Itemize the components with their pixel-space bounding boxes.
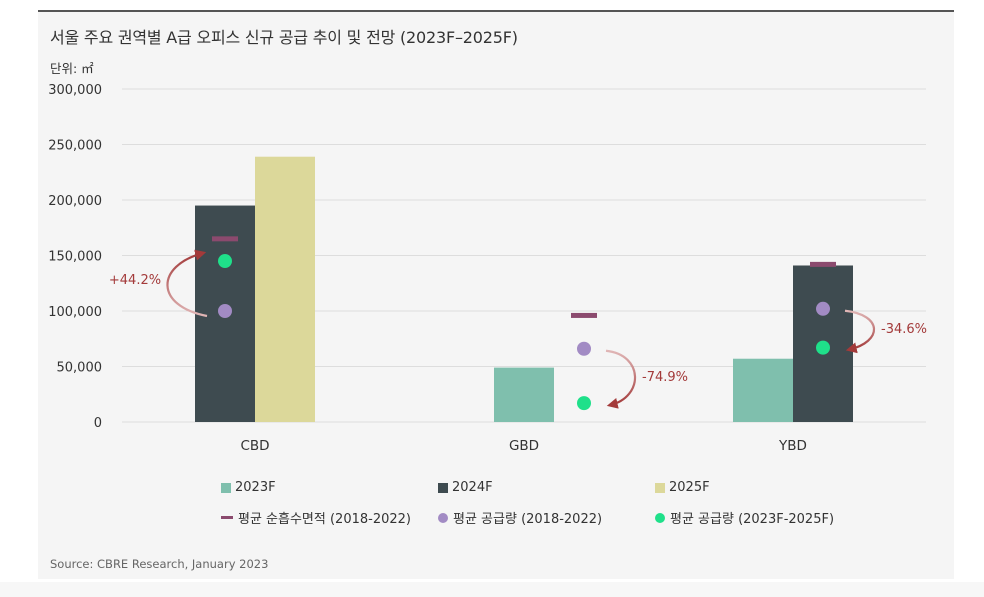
avg-supply-hist-dot	[218, 304, 232, 318]
y-tick-label: 150,000	[48, 250, 102, 265]
legend-swatch	[655, 512, 665, 523]
legend-label: 평균 공급량 (2018-2022)	[453, 512, 603, 527]
chart-title: 서울 주요 권역별 A급 오피스 신규 공급 추이 및 전망 (2023F–20…	[50, 28, 518, 47]
y-tick-label: 300,000	[48, 83, 102, 98]
source-note: Source: CBRE Research, January 2023	[50, 557, 269, 571]
legend-label: 평균 순흡수면적 (2018-2022)	[238, 512, 411, 527]
y-tick-label: 100,000	[48, 305, 102, 320]
y-tick-label: 200,000	[48, 194, 102, 209]
change-arrow	[844, 309, 876, 354]
bar-2023f-ybd	[733, 358, 793, 422]
avg-supply-hist-dot	[577, 341, 591, 356]
legend-swatch	[221, 516, 233, 519]
avg-supply-fcst-dot	[218, 254, 232, 269]
bar-2025f-cbd	[255, 156, 315, 422]
legend-label: 2024F	[452, 480, 493, 495]
absorption-marker	[212, 236, 238, 242]
legend-label: 2025F	[669, 480, 710, 495]
legend-swatch	[438, 482, 448, 493]
legend-item: 평균 공급량 (2018-2022)	[438, 508, 602, 527]
absorption-marker	[810, 261, 836, 267]
legend-item: 2025F	[655, 480, 710, 495]
y-tick-label: 0	[94, 416, 102, 431]
y-tick-label: 250,000	[48, 139, 102, 154]
change-arrow	[166, 249, 208, 318]
change-annotation: -34.6%	[881, 322, 927, 337]
legend-item: 평균 공급량 (2023F-2025F)	[655, 508, 834, 527]
change-annotation: +44.2%	[109, 273, 161, 288]
change-annotation: -74.9%	[642, 370, 688, 385]
legend-label: 평균 공급량 (2023F-2025F)	[670, 512, 835, 527]
avg-supply-fcst-dot	[577, 396, 591, 411]
x-category-label: CBD	[240, 438, 269, 454]
chart-panel: 서울 주요 권역별 A급 오피스 신규 공급 추이 및 전망 (2023F–20…	[38, 10, 954, 579]
x-category-label: YBD	[778, 438, 807, 454]
avg-supply-hist-dot	[816, 301, 830, 316]
legend-swatch	[438, 512, 448, 523]
legend-item: 평균 순흡수면적 (2018-2022)	[221, 508, 411, 527]
absorption-marker	[571, 312, 597, 318]
x-category-label: GBD	[509, 438, 539, 454]
y-tick-label: 50,000	[57, 361, 103, 376]
unit-label: 단위: ㎡	[50, 61, 94, 76]
legend-item: 2024F	[438, 480, 493, 495]
chart-svg: 0 50,000 100,000 150,000 200,000 250,000 300,0…	[48, 83, 927, 454]
legend-label: 2023F	[235, 480, 276, 495]
change-arrow	[605, 349, 637, 409]
legend-swatch	[655, 482, 665, 493]
bar-2023f-gbd	[494, 367, 554, 422]
legend-item: 2023F	[221, 480, 276, 495]
bottom-band	[0, 582, 984, 597]
avg-supply-fcst-dot	[816, 340, 830, 355]
legend-swatch	[221, 482, 231, 493]
